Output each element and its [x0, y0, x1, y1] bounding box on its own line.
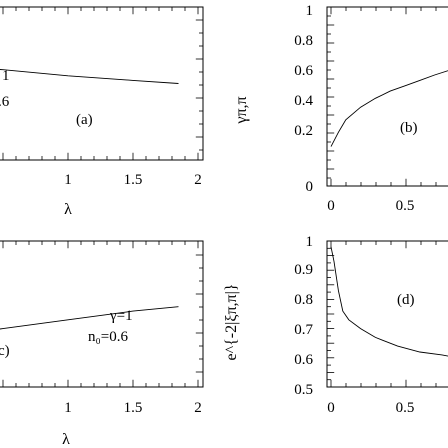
panel-c-xtick-label: 2 — [194, 400, 202, 416]
panel-d-ylabel: e^{-2|ξπ,π|} — [223, 284, 240, 361]
panel-d-ytick-label: 0.7 — [294, 322, 313, 338]
panel-b-frame — [326, 6, 448, 187]
panel-a-right-ticks — [195, 19, 203, 151]
panel-a-annotation-2: .6 — [0, 94, 10, 110]
panel-d-ytick-label: 0.5 — [294, 382, 313, 398]
panel-b-label: (b) — [400, 120, 418, 136]
panel-a-bottom-ticks — [2, 152, 199, 160]
panel-d-ytick-label: 1 — [306, 234, 314, 250]
panel-c-xtick-label: 1 — [64, 400, 72, 416]
panel-c-bottom-ticks — [2, 379, 199, 387]
panel-b-left-ticks — [327, 6, 335, 179]
panel-c-frame — [0, 240, 204, 388]
panel-d-ytick-label: 0.9 — [294, 262, 313, 278]
panel-d-series-line — [330, 246, 448, 357]
panel-d-ytick-label: 0.8 — [294, 292, 313, 308]
panel-b-ytick-label: 0.4 — [294, 93, 313, 109]
panel-a-xtick-label: 1 — [64, 172, 72, 188]
panel-d-xtick-label: 0.5 — [396, 400, 415, 416]
panel-b-ylabel: γπ,π — [233, 96, 250, 124]
panel-c-xtick-label: 1.5 — [124, 400, 143, 416]
panel-c-right-ticks — [195, 254, 203, 373]
panel-c-xlabel: λ — [62, 431, 70, 448]
panel-a-annotation-1: 1 — [2, 68, 10, 84]
panel-a-series-line — [0, 69, 179, 84]
panel-a-xtick-label: 2 — [194, 172, 202, 188]
panel-c: γ=1 n₀=0.6 c) 1 1.5 2 λ — [0, 240, 204, 448]
panel-d-ytick-label: 0.6 — [294, 352, 313, 368]
panel-d-left-ticks — [327, 240, 335, 388]
panel-b-xtick-label: 0.5 — [396, 198, 415, 214]
panel-d: 0.5 0.6 0.7 0.8 0.9 1 0 0.5 e^{-2|ξπ,π|}… — [223, 234, 448, 416]
panel-d-label: (d) — [397, 292, 415, 308]
panel-a-label: (a) — [76, 112, 93, 128]
panel-c-label: c) — [0, 343, 10, 359]
panel-c-annotation-gamma: γ=1 — [109, 308, 133, 324]
panel-a-top-ticks — [2, 7, 199, 15]
panel-b-ytick-label: 0 — [306, 179, 314, 195]
panel-d-xtick-label: 0 — [327, 400, 335, 416]
panel-b-xtick-label: 0 — [327, 198, 335, 214]
panel-c-annotation-n0: n₀=0.6 — [88, 329, 128, 345]
panel-b: 0 0.2 0.4 0.6 0.8 1 0 0.5 γπ,π (b) — [233, 3, 448, 214]
panel-a: 1 .6 (a) 1 1.5 2 λ — [0, 6, 204, 218]
panel-b-ytick-label: 0.6 — [294, 63, 313, 79]
panel-d-bottom-ticks — [330, 379, 437, 387]
panel-b-ytick-label: 0.8 — [294, 33, 313, 49]
panel-b-top-ticks — [330, 7, 437, 15]
panel-b-series-line — [330, 70, 448, 147]
panel-b-ytick-label: 0.2 — [294, 123, 313, 139]
panel-c-series-line — [0, 306, 179, 330]
panel-a-frame — [0, 6, 204, 161]
panel-d-top-ticks — [330, 241, 437, 249]
panel-a-xlabel: λ — [64, 201, 72, 218]
panel-b-ytick-label: 1 — [306, 3, 314, 19]
panel-c-top-ticks — [2, 241, 199, 249]
panel-b-bottom-ticks — [330, 178, 437, 186]
panel-a-xtick-label: 1.5 — [124, 172, 143, 188]
